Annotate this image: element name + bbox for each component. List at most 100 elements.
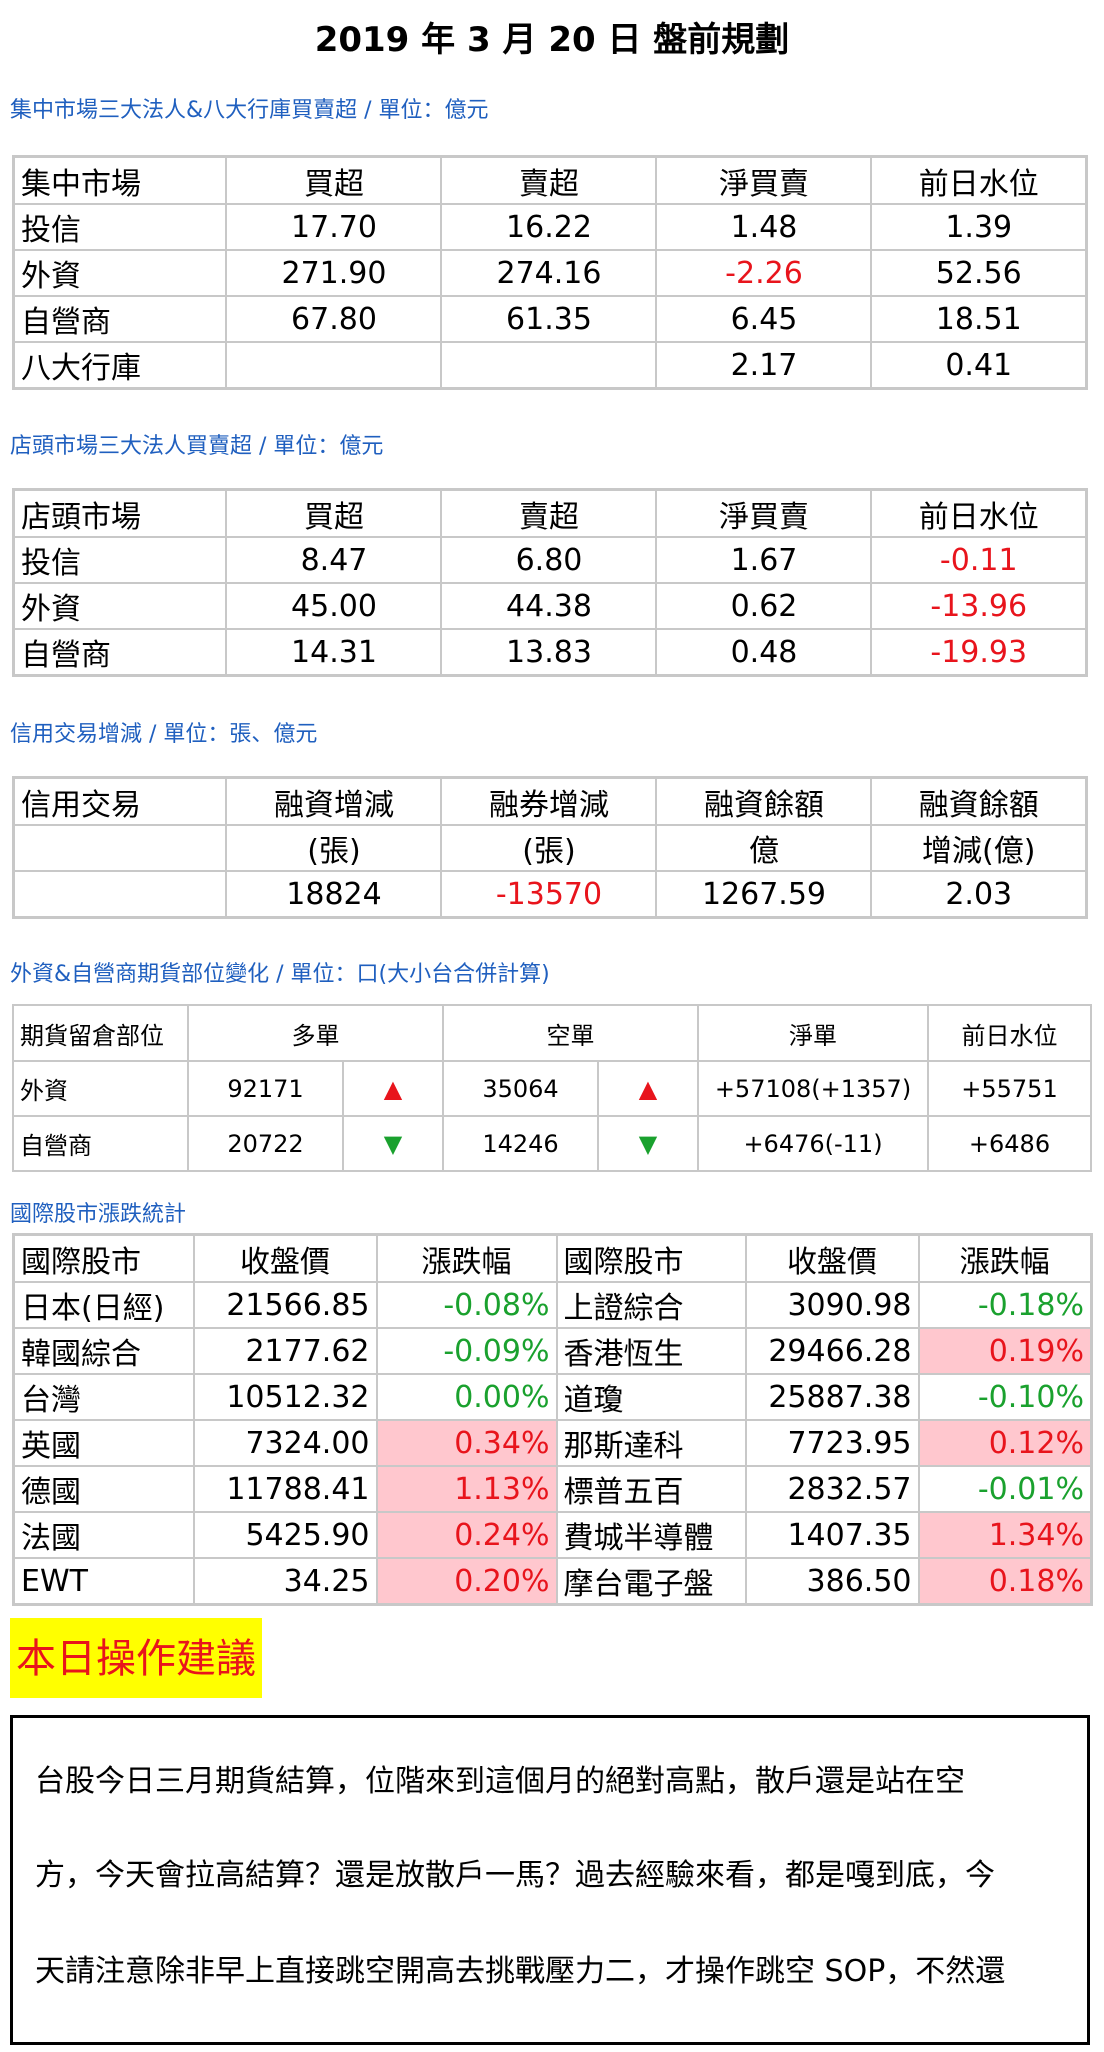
- header-cell: 融資餘額: [655, 776, 873, 826]
- table-row: 德國 11788.41 1.13% 標普五百 2832.57 -0.01%: [12, 1465, 1093, 1513]
- otc-market-table: 店頭市場 買超 賣超 淨買賣 前日水位 投信 8.47 6.80 1.67 -0…: [12, 488, 1088, 677]
- header-cell: 漲跌幅: [375, 1233, 558, 1283]
- market-name: 日本(日經): [12, 1281, 195, 1329]
- header-cell: 淨單: [697, 1004, 929, 1062]
- header-cell: 買超: [225, 155, 443, 205]
- section-caption-otc-market: 店頭市場三大法人買賣超 / 單位：億元: [10, 434, 384, 459]
- header-cell: 前日水位: [870, 155, 1088, 205]
- cell-balance-change: 2.03: [870, 870, 1088, 919]
- header-cell: 收盤價: [192, 1233, 378, 1283]
- header-cell: 融券增減: [440, 776, 658, 826]
- row-label: 自營商: [12, 1115, 189, 1172]
- cell-prev: +55751: [927, 1060, 1092, 1117]
- cell-buy: 45.00: [225, 582, 443, 630]
- close-price: 5425.90: [192, 1511, 378, 1559]
- cell-margin-balance: 1267.59: [655, 870, 873, 919]
- section-caption-futures: 外資&自營商期貨部位變化 / 單位：口(大小台合併計算): [10, 962, 550, 987]
- market-name: 標普五百: [555, 1465, 747, 1513]
- cell-net: -2.26: [655, 249, 873, 297]
- cell-buy: 67.80: [225, 295, 443, 343]
- subheader-cell: 增減(億): [870, 824, 1088, 872]
- advice-box: 台股今日三月期貨結算，位階來到這個月的絕對高點，散戶還是站在空 方，今天會拉高結…: [10, 1715, 1090, 2045]
- header-cell: 店頭市場: [12, 488, 228, 538]
- listed-market-table: 集中市場 買超 賣超 淨買賣 前日水位 投信 17.70 16.22 1.48 …: [12, 155, 1088, 390]
- cell-sell: 16.22: [440, 203, 658, 251]
- row-label: 外資: [12, 1060, 189, 1117]
- header-cell: 淨買賣: [655, 155, 873, 205]
- table-row: 八大行庫 2.17 0.41: [12, 341, 1088, 390]
- header-cell: 融資增減: [225, 776, 443, 826]
- table-row: 韓國綜合 2177.62 -0.09% 香港恆生 29466.28 0.19%: [12, 1327, 1093, 1375]
- table-subheader-row: (張) (張) 億 增減(億): [12, 824, 1088, 872]
- cell-short: 35064: [442, 1060, 599, 1117]
- subheader-cell: (張): [440, 824, 658, 872]
- table-row: 外資 45.00 44.38 0.62 -13.96: [12, 582, 1088, 630]
- market-name: EWT: [12, 1557, 195, 1606]
- table-header-row: 信用交易 融資增減 融券增減 融資餘額 融資餘額: [12, 776, 1088, 826]
- market-name: 上證綜合: [555, 1281, 747, 1329]
- close-price: 3090.98: [744, 1281, 920, 1329]
- table-header-row: 集中市場 買超 賣超 淨買賣 前日水位: [12, 155, 1088, 205]
- header-cell: 前日水位: [870, 488, 1088, 538]
- market-name: 法國: [12, 1511, 195, 1559]
- header-cell: 國際股市: [555, 1233, 747, 1283]
- cell-net: +6476(-11): [697, 1115, 929, 1172]
- cell-sell: 13.83: [440, 628, 658, 677]
- subheader-cell: 億: [655, 824, 873, 872]
- table-row: 外資 271.90 274.16 -2.26 52.56: [12, 249, 1088, 297]
- table-row: 投信 17.70 16.22 1.48 1.39: [12, 203, 1088, 251]
- close-price: 7723.95: [744, 1419, 920, 1467]
- market-name: 香港恆生: [555, 1327, 747, 1375]
- cell-net: 6.45: [655, 295, 873, 343]
- change-pct: 0.18%: [917, 1557, 1093, 1606]
- table-row: 投信 8.47 6.80 1.67 -0.11: [12, 536, 1088, 584]
- table-row: 日本(日經) 21566.85 -0.08% 上證綜合 3090.98 -0.1…: [12, 1281, 1093, 1329]
- cell-sell: 274.16: [440, 249, 658, 297]
- cell-sell: 61.35: [440, 295, 658, 343]
- cell-margin-change: 18824: [225, 870, 443, 919]
- advice-line: 台股今日三月期貨結算，位階來到這個月的絕對高點，散戶還是站在空: [35, 1764, 965, 1799]
- header-cell: 收盤價: [744, 1233, 920, 1283]
- header-cell: 買超: [225, 488, 443, 538]
- header-cell: 漲跌幅: [917, 1233, 1093, 1283]
- close-price: 25887.38: [744, 1373, 920, 1421]
- cell-net: +57108(+1357): [697, 1060, 929, 1117]
- change-pct: 0.34%: [375, 1419, 558, 1467]
- cell-net: 2.17: [655, 341, 873, 390]
- row-label: 投信: [12, 203, 228, 251]
- close-price: 10512.32: [192, 1373, 378, 1421]
- change-pct: -0.01%: [917, 1465, 1093, 1513]
- cell-sell: [440, 341, 658, 390]
- close-price: 1407.35: [744, 1511, 920, 1559]
- cell-prev: +6486: [927, 1115, 1092, 1172]
- cell-buy: [225, 341, 443, 390]
- header-cell: 空單: [442, 1004, 699, 1062]
- header-cell: 集中市場: [12, 155, 228, 205]
- table-header-row: 期貨留倉部位 多單 空單 淨單 前日水位: [12, 1004, 1092, 1062]
- table-row: 外資 92171 ▲ 35064 ▲ +57108(+1357) +55751: [12, 1060, 1092, 1117]
- margin-trading-table: 信用交易 融資增減 融券增減 融資餘額 融資餘額 (張) (張) 億 增減(億)…: [12, 776, 1088, 919]
- market-name: 台灣: [12, 1373, 195, 1421]
- up-triangle-icon: ▲: [597, 1060, 699, 1117]
- header-cell: 賣超: [440, 155, 658, 205]
- advice-heading: 本日操作建議: [10, 1618, 262, 1698]
- close-price: 2832.57: [744, 1465, 920, 1513]
- change-pct: -0.18%: [917, 1281, 1093, 1329]
- cell-net: 1.48: [655, 203, 873, 251]
- cell-prev: 0.41: [870, 341, 1088, 390]
- row-label: 自營商: [12, 295, 228, 343]
- cell-buy: 14.31: [225, 628, 443, 677]
- row-label: 自營商: [12, 628, 228, 677]
- table-row: 法國 5425.90 0.24% 費城半導體 1407.35 1.34%: [12, 1511, 1093, 1559]
- market-name: 費城半導體: [555, 1511, 747, 1559]
- market-name: 道瓊: [555, 1373, 747, 1421]
- cell-long: 20722: [187, 1115, 344, 1172]
- change-pct: 1.34%: [917, 1511, 1093, 1559]
- subheader-cell: [12, 824, 228, 872]
- change-pct: -0.09%: [375, 1327, 558, 1375]
- subheader-cell: (張): [225, 824, 443, 872]
- futures-position-table: 期貨留倉部位 多單 空單 淨單 前日水位 外資 92171 ▲ 35064 ▲ …: [12, 1004, 1092, 1172]
- header-cell: 期貨留倉部位: [12, 1004, 189, 1062]
- close-price: 7324.00: [192, 1419, 378, 1467]
- header-cell: 國際股市: [12, 1233, 195, 1283]
